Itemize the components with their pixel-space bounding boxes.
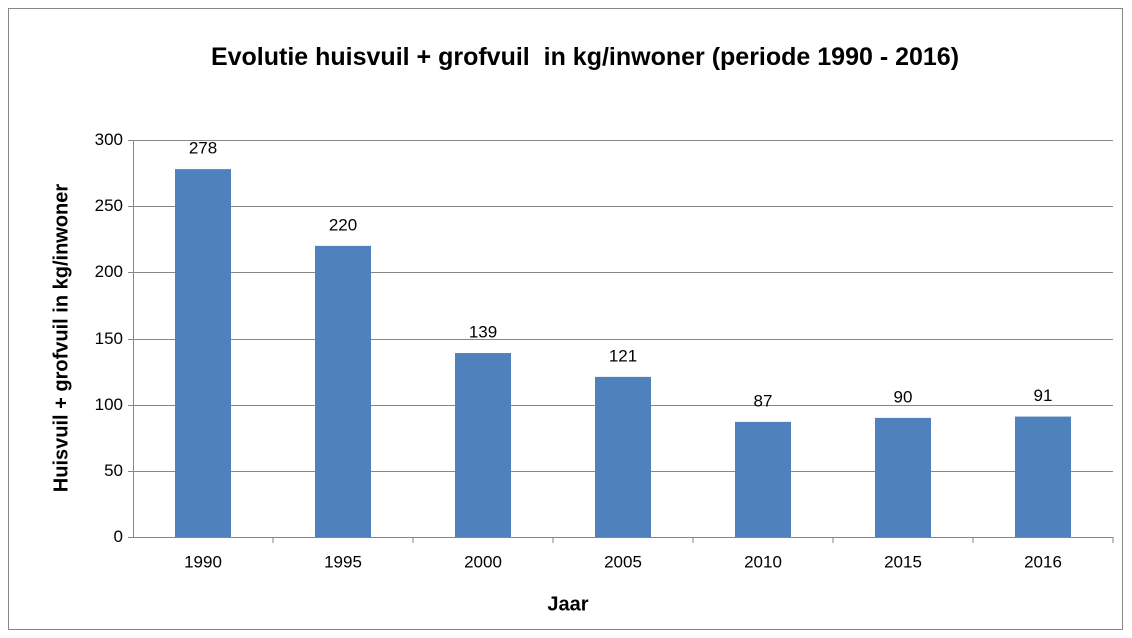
x-tick-label: 2016 xyxy=(1024,552,1062,571)
data-label: 139 xyxy=(469,323,497,342)
x-tick-label: 2005 xyxy=(604,552,642,571)
y-tick-label: 250 xyxy=(95,196,123,215)
bar xyxy=(1015,416,1071,537)
data-label: 87 xyxy=(754,391,773,410)
data-label: 121 xyxy=(609,346,637,365)
bar xyxy=(595,376,651,537)
x-axis-label: Jaar xyxy=(547,593,588,615)
x-tick-label: 2000 xyxy=(464,552,502,571)
data-label: 91 xyxy=(1034,386,1053,405)
bar xyxy=(455,353,511,537)
y-tick-label: 100 xyxy=(95,395,123,414)
x-tick-label: 2015 xyxy=(884,552,922,571)
x-tick-label: 2010 xyxy=(744,552,782,571)
y-tick-label: 150 xyxy=(95,329,123,348)
data-label: 90 xyxy=(894,387,913,406)
y-axis-label: Huisvuil + grofvuil in kg/inwoner xyxy=(50,184,72,493)
x-tick-label: 1990 xyxy=(184,552,222,571)
y-tick-label: 50 xyxy=(104,461,123,480)
x-tick-label: 1995 xyxy=(324,552,362,571)
bar xyxy=(875,417,931,537)
chart-title: Evolutie huisvuil + grofvuil in kg/inwon… xyxy=(210,43,960,71)
bar xyxy=(735,421,791,537)
y-tick-label: 0 xyxy=(114,527,123,546)
data-label: 220 xyxy=(329,215,357,234)
y-tick-label: 300 xyxy=(95,130,123,149)
data-label: 278 xyxy=(189,139,217,158)
bar xyxy=(315,245,371,537)
bar xyxy=(175,169,231,537)
y-tick-label: 200 xyxy=(95,262,123,281)
